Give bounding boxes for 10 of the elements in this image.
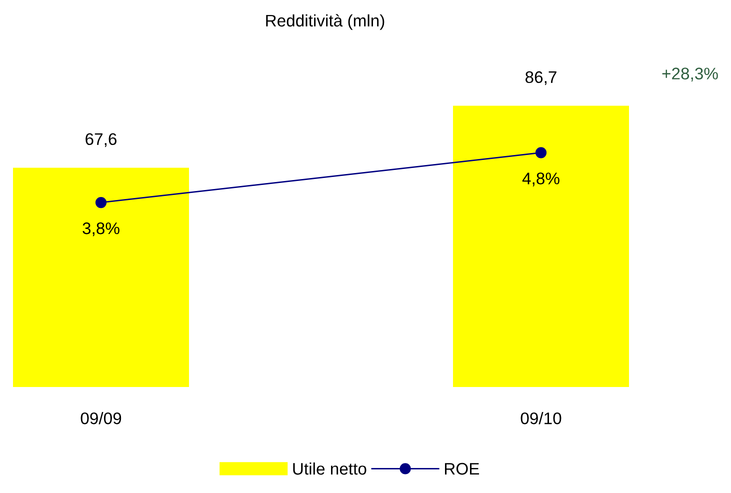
data-label: 86,7 (526, 71, 556, 86)
legend-label: Utile netto (293, 462, 366, 475)
data-label: 67,6 (86, 133, 116, 147)
data-label: 4,8% (522, 172, 560, 186)
data-label: 3,8% (82, 222, 120, 236)
chart-title: Redditività (mln) (266, 14, 384, 30)
text: +28,3% (662, 68, 718, 82)
legend-label: ROE (444, 462, 480, 475)
x-tick-label: 09/10 (520, 412, 562, 424)
x-tick-label: 09/09 (80, 412, 122, 424)
